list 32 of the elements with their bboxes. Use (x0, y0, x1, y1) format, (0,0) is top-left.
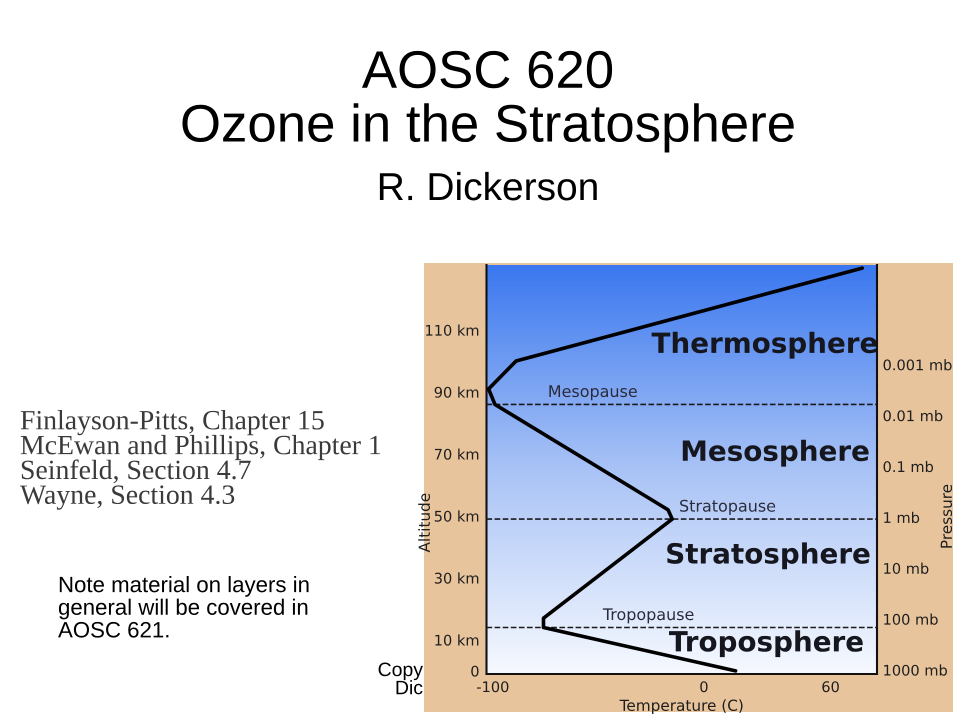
y2-tick-label: 0.001 mb (884, 359, 952, 370)
y-tick-label: 10 km (435, 634, 478, 646)
x-axis-title: Temperature (C) (620, 699, 743, 714)
text: Copy Dic (378, 662, 423, 694)
x-tick-label: -100 (476, 681, 508, 692)
y-tick-label: 110 km (426, 324, 478, 336)
text: Note material on layers in general will be covered in AOSC 621. (58, 576, 309, 638)
y2-tick-label: 1 mb (884, 512, 920, 524)
annotation: Stratosphere (667, 542, 870, 570)
chart-title: AOSC 620 Ozone in the Stratosphere (182, 50, 794, 152)
y2-axis-title: Pressure (940, 484, 952, 548)
ref-line-label: Stratopause (680, 500, 776, 515)
y-tick-label: 0 (471, 666, 479, 677)
chart-subtitle: R. Dickerson (380, 172, 597, 200)
y-tick-label: 50 km (434, 510, 478, 522)
y2-tick-label: 0.1 mb (884, 460, 934, 472)
annotation: Thermosphere (652, 332, 878, 359)
y-tick-label: 90 km (434, 386, 478, 398)
x-tick-label: 0 (700, 681, 708, 692)
ref-line-label: Mesopause (549, 385, 637, 400)
y-tick-label: 30 km (434, 572, 478, 584)
text: Finlayson-Pitts, Chapter 15 McEwan and Phillips, Chapter 1 Seinfeld, Section 4.7 Wayne, Section 4.3 (20, 410, 380, 510)
annotation: Mesosphere (682, 440, 869, 467)
y-tick-label: 70 km (434, 448, 478, 460)
y2-tick-label: 0.01 mb (884, 410, 942, 422)
x-tick-label: 60 (822, 681, 839, 692)
y-axis-title: Altitude (418, 494, 430, 552)
annotation: Troposphere (669, 630, 863, 658)
y2-tick-label: 1000 mb (884, 664, 947, 676)
y2-tick-label: 100 mb (884, 614, 938, 625)
y2-tick-label: 10 mb (884, 562, 928, 574)
ref-line-label: Tropopause (602, 608, 694, 624)
